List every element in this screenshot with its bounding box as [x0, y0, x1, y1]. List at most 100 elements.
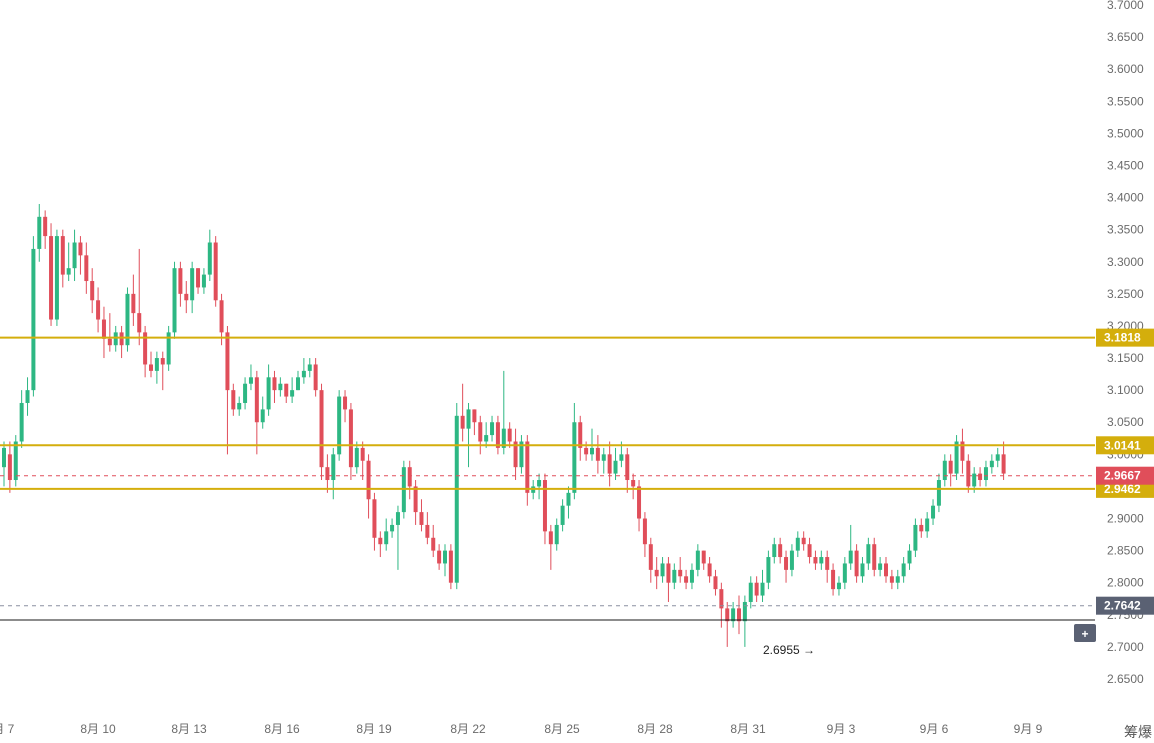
- candle: [248, 364, 253, 391]
- candle-body: [207, 242, 212, 275]
- candle: [49, 223, 54, 326]
- candle-body: [613, 460, 618, 474]
- candle: [554, 518, 559, 551]
- candle: [507, 422, 512, 448]
- candle-body: [966, 460, 971, 487]
- candle: [443, 544, 447, 577]
- candle: [825, 550, 830, 583]
- candle-body: [43, 216, 48, 237]
- candle: [954, 435, 959, 481]
- candle-body: [995, 454, 1000, 461]
- candle: [266, 364, 271, 416]
- candle-body: [766, 557, 771, 583]
- candle: [372, 492, 377, 551]
- candle-body: [713, 576, 718, 590]
- candle: [431, 524, 436, 558]
- candle-body: [566, 492, 571, 506]
- candle-body: [196, 268, 201, 288]
- candle: [560, 499, 565, 532]
- candle: [278, 377, 283, 397]
- candle-body: [160, 358, 165, 365]
- candle-body: [101, 319, 106, 339]
- candle: [901, 557, 906, 583]
- candle-body: [619, 454, 624, 461]
- candle-body: [631, 480, 636, 487]
- candle: [243, 377, 248, 410]
- candle-body: [13, 441, 18, 481]
- price-badge-label: 2.7642: [1104, 599, 1141, 613]
- liquidation-icon[interactable]: 爆: [1138, 725, 1152, 741]
- candle-body: [895, 576, 900, 583]
- candle: [725, 601, 730, 647]
- candle-body: [642, 518, 647, 545]
- candle: [172, 261, 177, 339]
- candle-body: [154, 358, 159, 371]
- candle: [290, 377, 295, 403]
- candle-body: [754, 582, 759, 596]
- candle: [907, 544, 912, 570]
- chip-distribution-icon[interactable]: 筹: [1124, 724, 1138, 741]
- candle-body: [266, 377, 271, 410]
- candle: [460, 383, 465, 442]
- candle-body: [319, 390, 324, 468]
- candle-body: [854, 550, 859, 577]
- candle-body: [60, 236, 65, 275]
- candle-body: [366, 460, 371, 500]
- candle: [454, 402, 459, 590]
- candle-body: [560, 505, 565, 525]
- candle: [742, 595, 747, 647]
- y-tick-label: 3.6500: [1107, 30, 1144, 44]
- candle: [595, 435, 600, 474]
- candle: [872, 537, 877, 577]
- candle: [966, 454, 971, 493]
- candle-body: [719, 589, 724, 609]
- candle: [490, 415, 495, 442]
- time-axis[interactable]: 8月 7 8月 10 8月 13 8月 16 8月 19 8月 22 8月 25 8月 28 8…: [0, 722, 1043, 736]
- candle-body: [983, 467, 988, 481]
- candle: [54, 229, 59, 326]
- candle-body: [907, 550, 912, 564]
- candle: [160, 351, 165, 391]
- candle: [319, 383, 324, 481]
- x-tick-label: 8月 19: [356, 722, 392, 736]
- candle: [360, 441, 365, 481]
- candle-body: [125, 293, 130, 346]
- candle: [466, 402, 471, 468]
- candle: [325, 454, 330, 493]
- candle-body: [513, 441, 518, 468]
- candle: [131, 274, 136, 326]
- candle-body: [254, 377, 259, 423]
- candle-body: [572, 422, 577, 493]
- candle: [137, 248, 142, 346]
- candle-body: [731, 608, 736, 622]
- candle: [648, 537, 653, 583]
- candle-body: [772, 544, 777, 558]
- candle: [789, 544, 794, 577]
- candle-body: [889, 576, 894, 583]
- candle-body: [866, 544, 871, 564]
- candle: [778, 537, 783, 564]
- candle: [495, 415, 500, 455]
- candle: [413, 480, 418, 525]
- x-tick-label: 8月 16: [264, 722, 300, 736]
- add-level-button[interactable]: +: [1074, 624, 1096, 642]
- candle-body: [590, 447, 594, 455]
- price-badge: 2.7642: [1096, 596, 1154, 615]
- y-tick-label: 3.3500: [1107, 223, 1144, 237]
- candle: [284, 383, 289, 403]
- candle-body: [307, 364, 312, 371]
- candle-body: [737, 608, 741, 622]
- candle: [713, 569, 718, 596]
- candle: [2, 441, 6, 487]
- x-tick-label: 8月 13: [171, 722, 207, 736]
- candle-body: [884, 563, 888, 577]
- price-badge: 3.0141: [1096, 436, 1154, 455]
- y-tick-label: 3.2500: [1107, 287, 1144, 301]
- candle: [607, 441, 612, 487]
- levels-layer: [0, 336, 1095, 621]
- candle-body: [119, 332, 124, 346]
- candle-body: [337, 396, 342, 455]
- candle-body: [448, 550, 453, 583]
- candle-body: [184, 293, 189, 301]
